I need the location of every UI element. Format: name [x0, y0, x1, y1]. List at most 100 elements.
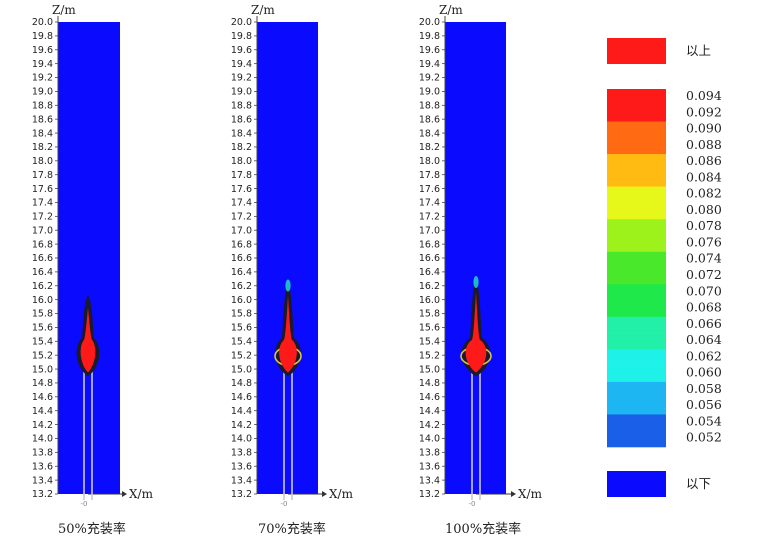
panel-caption: 50%充装率 — [58, 521, 126, 537]
plume-core — [279, 295, 297, 373]
legend-swatch — [607, 381, 666, 399]
legend-value-label: 0.062 — [686, 348, 722, 363]
z-axis-label: Z/m — [439, 3, 463, 17]
legend-swatch — [607, 300, 666, 318]
legend-value-label: 0.052 — [686, 430, 722, 445]
legend-swatch — [607, 268, 666, 285]
z-tick-label: 20.0 — [231, 17, 252, 28]
z-tick-label: 15.4 — [231, 336, 252, 347]
z-tick-label: 18.4 — [32, 128, 53, 139]
z-tick-label: 13.6 — [231, 461, 252, 472]
legend-swatch — [607, 414, 666, 432]
legend-value-label: 0.060 — [686, 365, 722, 380]
z-tick-label: 15.8 — [32, 309, 53, 320]
z-tick-label: 19.8 — [231, 31, 252, 42]
z-tick-label: 16.4 — [231, 267, 252, 278]
z-tick-label: 15.6 — [419, 323, 440, 334]
z-tick-label: 14.6 — [419, 392, 440, 403]
legend-value-label: 0.082 — [686, 186, 722, 201]
x-axis-label: X/m — [518, 487, 543, 501]
z-tick-label: 15.2 — [231, 350, 252, 361]
z-tick-label: 20.0 — [419, 17, 440, 28]
z-tick-label: 19.4 — [231, 59, 252, 70]
x-origin-label: -0 — [469, 500, 476, 508]
legend-value-label: 0.058 — [686, 381, 722, 396]
legend-value-label: 0.080 — [686, 202, 722, 217]
z-tick-label: 16.6 — [32, 253, 53, 264]
z-tick-label: 17.4 — [231, 198, 252, 209]
z-tick-label: 18.8 — [419, 100, 440, 111]
color-legend: 以上 0.0940.0920.0900.0880.0860.0840.0820.… — [607, 38, 722, 497]
legend-swatch — [607, 219, 666, 236]
legend-value-label: 0.074 — [686, 251, 722, 266]
x-origin-label: -0 — [281, 500, 288, 508]
z-tick-label: 15.4 — [32, 336, 53, 347]
legend-value-label: 0.094 — [686, 88, 722, 103]
x-axis-label: X/m — [329, 487, 354, 501]
z-tick-label: 15.0 — [419, 364, 440, 375]
z-tick-label: 14.0 — [419, 434, 440, 445]
legend-swatch — [607, 333, 666, 350]
legend-value-label: 0.086 — [686, 153, 722, 168]
z-tick-label: 16.8 — [419, 239, 440, 250]
z-tick-label: 19.2 — [419, 73, 440, 84]
x-origin-label: -0 — [81, 500, 88, 508]
z-tick-label: 17.8 — [231, 170, 252, 181]
z-tick-label: 14.0 — [32, 434, 53, 445]
z-tick-label: 19.8 — [32, 31, 53, 42]
x-axis-arrowhead — [511, 491, 516, 497]
legend-value-label: 0.072 — [686, 267, 722, 282]
legend-swatch — [607, 154, 666, 171]
z-tick-label: 18.4 — [419, 128, 440, 139]
z-tick-label: 13.8 — [419, 448, 440, 459]
z-tick-label: 19.2 — [32, 73, 53, 84]
x-axis-arrowhead — [122, 491, 127, 497]
z-tick-label: 17.6 — [419, 184, 440, 195]
legend-swatch — [607, 89, 666, 106]
legend-value-label: 0.090 — [686, 121, 722, 136]
legend-above-label: 以上 — [686, 43, 711, 58]
panel-1: 20.0 19.8 19.6 19.4 19.2 19.0 18.8 18.6 18.4 18.2… — [32, 3, 154, 537]
z-tick-label: 17.4 — [419, 198, 440, 209]
z-tick-label: 19.8 — [419, 31, 440, 42]
z-tick-label: 16.4 — [32, 267, 53, 278]
legend-value-label: 0.068 — [686, 300, 722, 315]
legend-swatch — [607, 202, 666, 220]
legend-below-label: 以下 — [686, 476, 711, 491]
domain-field — [445, 22, 506, 494]
z-tick-label: 15.0 — [231, 364, 252, 375]
z-tick-label: 18.4 — [231, 128, 252, 139]
legend-swatch — [607, 398, 666, 415]
z-tick-label: 14.8 — [32, 378, 53, 389]
z-axis-label: Z/m — [251, 3, 275, 17]
z-tick-label: 18.8 — [231, 100, 252, 111]
z-axis-label: Z/m — [52, 3, 76, 17]
z-tick-label: 17.8 — [32, 170, 53, 181]
z-tick-label: 13.4 — [419, 475, 440, 486]
z-tick-label: 14.0 — [231, 434, 252, 445]
z-tick-label: 16.2 — [419, 281, 440, 292]
plume-tip — [285, 279, 291, 292]
z-tick-label: 18.0 — [32, 156, 53, 167]
z-tick-label: 16.2 — [231, 281, 252, 292]
z-tick-label: 14.2 — [32, 420, 53, 431]
plume-core — [80, 307, 96, 373]
legend-below-swatch — [607, 471, 666, 497]
z-tick-label: 17.0 — [419, 225, 440, 236]
z-tick-label: 14.4 — [32, 406, 53, 417]
z-tick-label: 13.4 — [32, 475, 53, 486]
panel-caption: 100%充装率 — [445, 521, 521, 537]
z-tick-label: 18.8 — [32, 100, 53, 111]
z-tick-label: 19.2 — [231, 73, 252, 84]
legend-swatch — [607, 349, 666, 366]
z-tick-label: 16.8 — [231, 239, 252, 250]
legend-value-label: 0.076 — [686, 234, 722, 249]
legend-value-label: 0.078 — [686, 218, 722, 233]
legend-swatch — [607, 170, 666, 187]
domain-field — [58, 22, 120, 494]
z-tick-label: 17.2 — [32, 212, 53, 223]
z-tick-label: 16.2 — [32, 281, 53, 292]
z-tick-label: 17.4 — [32, 198, 53, 209]
z-tick-label: 18.0 — [231, 156, 252, 167]
